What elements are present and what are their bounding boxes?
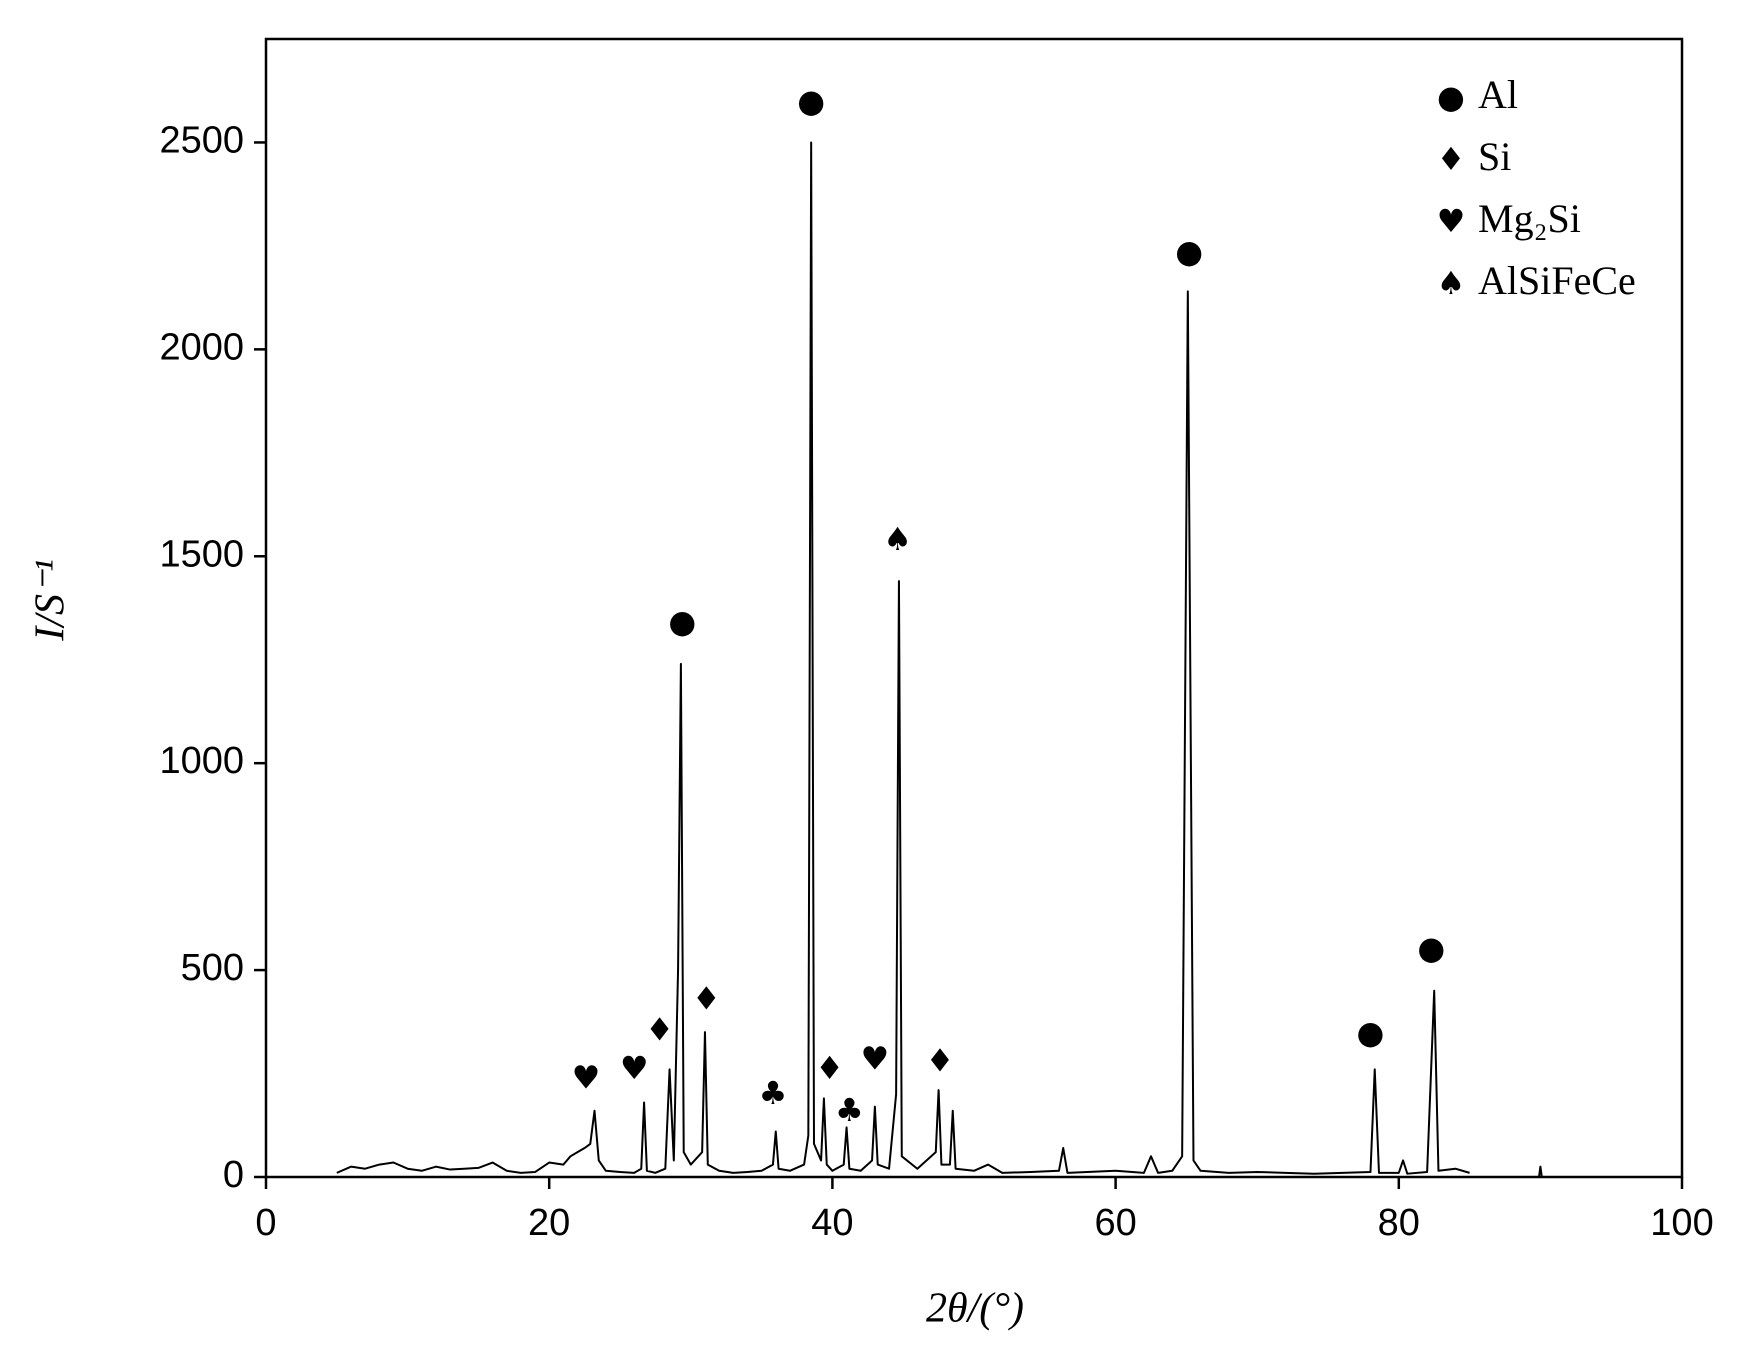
x-tick-label: 100 xyxy=(1650,1202,1713,1244)
peak-marker: ♥ xyxy=(861,1039,890,1077)
legend-label: Al xyxy=(1478,72,1518,117)
legend-symbol: ● xyxy=(1437,78,1465,116)
x-tick-label: 20 xyxy=(528,1202,570,1244)
peak-marker: ♥ xyxy=(620,1049,649,1087)
peak-marker: ♦ xyxy=(645,1010,674,1048)
peak-marker: ♥ xyxy=(572,1058,601,1096)
x-axis-label: 2θ/(°) xyxy=(926,1286,1024,1332)
legend-label: Mg₂Si xyxy=(1478,196,1581,241)
x-tick-label: 40 xyxy=(811,1202,853,1244)
peak-marker: ♣ xyxy=(835,1091,864,1129)
y-tick-label: 500 xyxy=(181,947,244,989)
peak-marker: ♦ xyxy=(815,1049,844,1087)
peak-marker: ● xyxy=(1175,232,1203,270)
legend-symbol: ♦ xyxy=(1437,140,1466,178)
x-tick-label: 80 xyxy=(1378,1202,1420,1244)
peak-marker: ♠ xyxy=(883,520,912,558)
data-line xyxy=(336,141,1543,1178)
y-tick-label: 1500 xyxy=(159,533,244,575)
peak-marker: ● xyxy=(1417,929,1445,967)
plot-frame xyxy=(264,37,1684,1179)
y-tick-label: 1000 xyxy=(159,740,244,782)
peak-marker: ♦ xyxy=(926,1041,955,1079)
peak-marker: ● xyxy=(668,603,696,641)
y-axis-label: I/S⁻¹ xyxy=(28,559,74,641)
peak-marker: ♦ xyxy=(692,980,721,1018)
peak-marker: ● xyxy=(1357,1014,1385,1052)
x-tick-label: 60 xyxy=(1094,1202,1136,1244)
peak-marker: ♣ xyxy=(759,1074,788,1112)
peak-marker: ● xyxy=(797,82,825,120)
y-tick-label: 2000 xyxy=(159,326,244,368)
legend-label: Si xyxy=(1478,134,1511,179)
y-tick-label: 0 xyxy=(223,1154,244,1196)
legend-symbol: ♠ xyxy=(1437,264,1466,302)
x-tick-label: 0 xyxy=(255,1202,276,1244)
legend-symbol: ♥ xyxy=(1437,202,1466,240)
legend-label: AlSiFeCe xyxy=(1478,258,1636,303)
y-tick-label: 2500 xyxy=(159,119,244,161)
